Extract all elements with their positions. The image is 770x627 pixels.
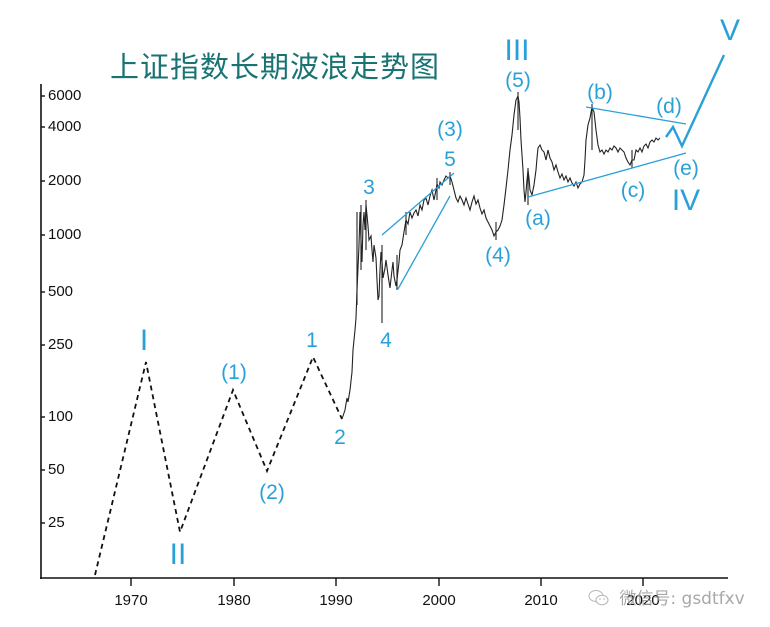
- wave-label-1: 1: [306, 329, 318, 352]
- y-tick-label: 2000: [48, 172, 82, 189]
- wave-label-(b): (b): [587, 81, 613, 104]
- wave-label-II: II: [169, 538, 187, 571]
- diagonal-lower-line: [397, 195, 451, 290]
- wave-label-(4): (4): [485, 244, 511, 267]
- wave-label-IV: IV: [671, 184, 701, 217]
- trendlines: [381, 106, 687, 290]
- wave-label-III: III: [504, 34, 530, 67]
- x-tick-label: 1990: [319, 592, 353, 609]
- wave-label-(d): (d): [656, 95, 682, 118]
- wave-label-3: 3: [363, 176, 375, 199]
- y-tick-label: 6000: [48, 87, 82, 104]
- y-tick-label: 50: [48, 461, 65, 478]
- projected-wave-path: [665, 54, 726, 149]
- wave-label-(3): (3): [437, 118, 463, 141]
- watermark-text: 微信号: gsdtfxv: [619, 589, 745, 609]
- wave-label-2: 2: [334, 426, 346, 449]
- dashed-wave-path: [94, 354, 343, 576]
- wave-label-(2): (2): [259, 481, 285, 504]
- wave-label-(c): (c): [620, 179, 646, 202]
- wave-label-I: I: [139, 324, 149, 357]
- wave-label-5: 5: [444, 148, 456, 171]
- x-tick-label: 2000: [422, 592, 456, 609]
- x-tick-marks: [130, 578, 644, 586]
- x-tick-label: 1980: [217, 592, 251, 609]
- price-bars: [341, 92, 661, 420]
- y-tick-label: 500: [48, 283, 74, 300]
- price-high-low-ticks: [356, 92, 633, 323]
- chart-title: 上证指数长期波浪走势图: [110, 50, 441, 84]
- diagonal-upper-line: [381, 172, 455, 236]
- wave-label-(a): (a): [525, 207, 551, 230]
- wave-label-(1): (1): [221, 361, 247, 384]
- y-tick-marks: [41, 95, 45, 524]
- x-tick-label: 1970: [114, 592, 148, 609]
- wave-label-V: V: [719, 14, 741, 47]
- wave-label-4: 4: [380, 329, 392, 352]
- wave-label-(e): (e): [673, 157, 699, 180]
- y-tick-label: 25: [48, 514, 65, 531]
- triangle-upper-line: [585, 106, 687, 125]
- y-tick-label: 4000: [48, 118, 82, 135]
- y-tick-label: 100: [48, 408, 74, 425]
- x-tick-label: 2020: [626, 592, 660, 609]
- watermark: 微信号: gsdtfxv: [588, 584, 745, 609]
- y-tick-label: 1000: [48, 226, 82, 243]
- y-tick-label: 250: [48, 336, 74, 353]
- price-line: [341, 94, 661, 420]
- triangle-lower-line: [527, 152, 687, 198]
- x-tick-label: 2010: [524, 592, 558, 609]
- wave-label-(5): (5): [505, 69, 531, 92]
- wechat-icon: [588, 590, 609, 606]
- axes: [40, 84, 728, 586]
